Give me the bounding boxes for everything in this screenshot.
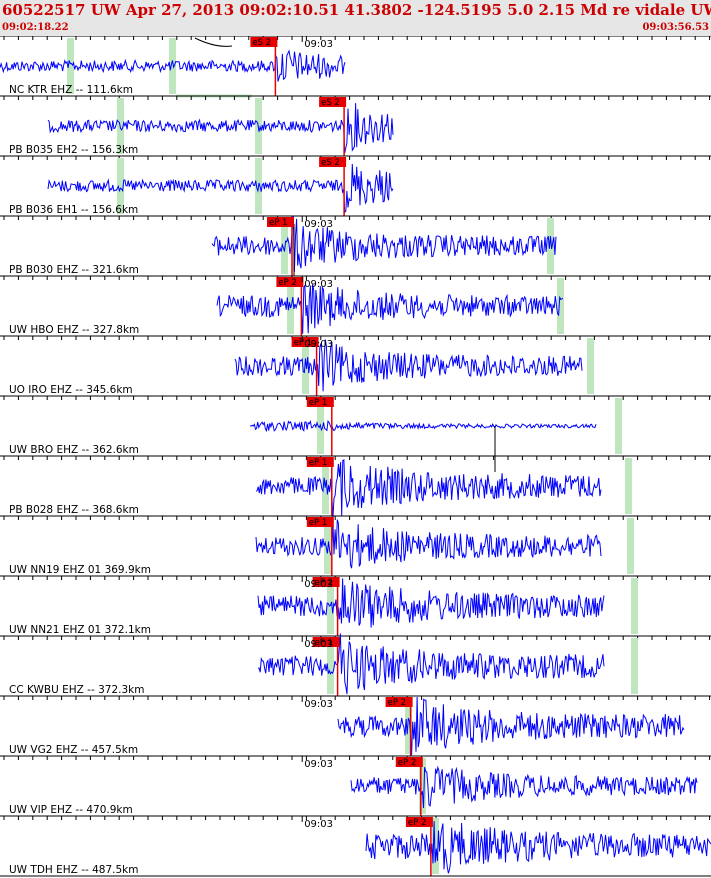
end-time: 09:03:56.53 (642, 22, 709, 33)
minute-label: 09:03 (304, 759, 333, 770)
time-window-marker (327, 638, 334, 694)
pick-label: eS 2 (321, 158, 340, 168)
station-label: UW TDH EHZ -- 487.5km (9, 864, 138, 876)
minute-label: 09:03 (304, 819, 333, 830)
pick-label: eP 2 (398, 758, 416, 768)
pick-label-box (385, 697, 413, 707)
station-label: UO IRO EHZ -- 345.6km (9, 384, 133, 396)
time-window-marker (557, 278, 564, 334)
time-window-marker (117, 158, 124, 214)
waveform-trace (350, 765, 698, 809)
station-label: UW VG2 EHZ -- 457.5km (9, 744, 138, 756)
waveform-trace (47, 103, 394, 154)
station-label: PB B030 EHZ -- 321.6km (9, 264, 139, 276)
time-window-marker (627, 518, 634, 574)
time-window-marker (281, 218, 288, 274)
time-window-marker (631, 578, 638, 634)
waveform-trace (211, 215, 557, 272)
time-window-marker (547, 218, 554, 274)
station-label: PB B035 EH2 -- 156.3km (9, 144, 138, 156)
waveform-trace (255, 459, 602, 519)
pick-label: eP 1 (294, 338, 312, 348)
pick-label: eP 1 (309, 398, 327, 408)
station-label: PB B028 EHZ -- 368.6km (9, 504, 139, 516)
station-label: UW HBO EHZ -- 327.8km (9, 324, 139, 336)
time-window-marker (419, 758, 426, 814)
waveform-trace (257, 633, 605, 695)
pick-label-box (250, 37, 278, 47)
minute-label: 09:03 (304, 219, 333, 230)
station-label: UW NN21 EHZ 01 372.1km (9, 624, 151, 636)
time-window-marker (327, 578, 334, 634)
time-window-marker (615, 398, 622, 454)
minute-label: 09:03 (304, 639, 333, 650)
pick-label: eP 2 (315, 578, 333, 588)
pick-label: eP 1 (315, 638, 333, 648)
pick-label-box (306, 397, 334, 407)
waveform-trace (255, 519, 602, 569)
pick-label-box (405, 817, 433, 827)
pick-label: eP 1 (269, 218, 287, 228)
waveform-trace (47, 163, 394, 214)
waveform-trace (337, 696, 685, 756)
time-window-marker (631, 638, 638, 694)
pick-label-box (276, 277, 304, 287)
pick-label-box (306, 457, 334, 467)
station-label: NC KTR EHZ -- 111.6km (9, 84, 133, 96)
pick-label-box (395, 757, 423, 767)
pick-label-box (267, 217, 294, 227)
waveform-trace (365, 821, 711, 874)
time-window-marker (432, 818, 439, 874)
pick-label-box (291, 337, 319, 347)
minute-label: 09:03 (304, 39, 333, 50)
seismogram-plot: eS 2 09:03 NC KTR EHZ -- 111.6km eS 2 PB B03… (0, 36, 711, 877)
pick-label: eS 2 (252, 38, 271, 48)
pick-label: eP 1 (309, 518, 327, 528)
station-label: CC KWBU EHZ -- 372.3km (9, 684, 144, 696)
pick-label: eP 2 (278, 278, 296, 288)
event-title: 60522517 UW Apr 27, 2013 09:02:10.51 41.… (2, 1, 711, 19)
minute-label: 09:03 (304, 699, 333, 710)
time-window-marker (67, 38, 74, 94)
time-window-marker (169, 38, 176, 94)
time-window-marker (587, 338, 594, 394)
pick-label-box (306, 517, 334, 527)
waveform-trace (216, 283, 564, 334)
time-window-marker (625, 458, 632, 514)
arc-mark (194, 37, 233, 47)
pick-label-box (319, 157, 347, 167)
waveform-trace (0, 49, 346, 82)
station-label: UW BRO EHZ -- 362.6km (9, 444, 139, 456)
pick-label-box (312, 637, 340, 647)
minute-label: 09:03 (304, 579, 333, 590)
header-bar: 60522517 UW Apr 27, 2013 09:02:10.51 41.… (0, 0, 711, 36)
start-time: 09:02:18.22 (2, 22, 69, 33)
pick-label: eP 2 (388, 698, 406, 708)
station-label: UW NN19 EHZ 01 369.9km (9, 564, 151, 576)
pick-label: eP 1 (309, 458, 327, 468)
station-label: UW VIP EHZ -- 470.9km (9, 804, 133, 816)
waveform-trace (234, 339, 583, 392)
station-label: PB B036 EH1 -- 156.6km (9, 204, 138, 216)
waveform-trace (257, 578, 605, 628)
time-window-marker (405, 698, 412, 754)
pick-label-box (312, 577, 340, 587)
minute-label: 09:03 (304, 339, 333, 350)
waveform-trace (249, 419, 597, 433)
time-window-marker (302, 338, 309, 394)
minute-label: 09:03 (304, 279, 333, 290)
pick-label: eP 2 (408, 818, 426, 828)
pick-label: eS 2 (321, 98, 340, 108)
time-window-marker (324, 518, 331, 574)
pick-label-box (319, 97, 347, 107)
